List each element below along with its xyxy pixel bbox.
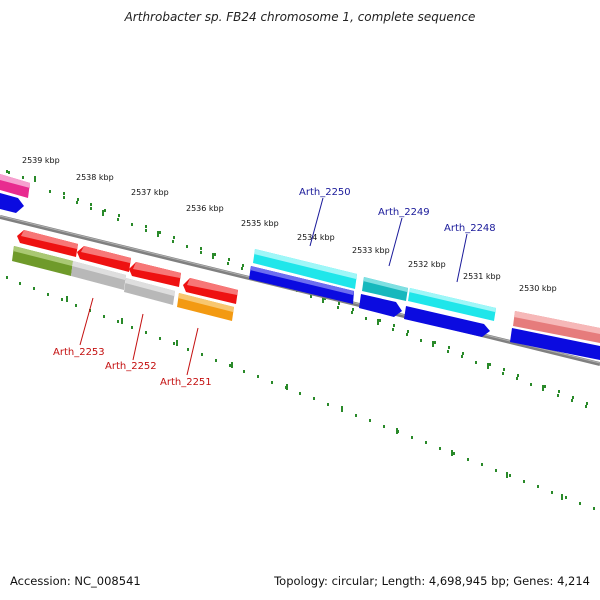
genes-plus-strand: [0, 174, 600, 360]
gene-label-arth-2251[interactable]: Arth_2251: [160, 377, 212, 388]
tick-track-lower: [6, 276, 595, 510]
tick-track-upper: [6, 170, 588, 405]
tick-label-2534: 2534 kbp: [297, 233, 335, 242]
gene-label-arth-2253[interactable]: Arth_2253: [53, 347, 105, 358]
kbp-tick-track: [34, 176, 587, 408]
tick-label-2532: 2532 kbp: [408, 260, 446, 269]
tick-label-2536: 2536 kbp: [186, 204, 224, 213]
tick-label-2537: 2537 kbp: [131, 188, 169, 197]
label-leaders: [79, 197, 468, 376]
tick-label-2531: 2531 kbp: [463, 272, 501, 281]
tick-label-2538: 2538 kbp: [76, 173, 114, 182]
gene-label-arth-2252[interactable]: Arth_2252: [105, 361, 157, 372]
upper-dots: [8, 171, 588, 405]
gene-label-arth-2248[interactable]: Arth_2248: [444, 223, 496, 234]
gene-label-arth-2250[interactable]: Arth_2250: [299, 187, 351, 198]
gene-blue-left[interactable]: [0, 193, 24, 213]
gene-arth-2249-blue[interactable]: [359, 294, 402, 317]
kbp-labels: 2539 kbp 2538 kbp 2537 kbp 2536 kbp 2535…: [22, 156, 557, 293]
gene-label-arth-2249[interactable]: Arth_2249: [378, 207, 430, 218]
kbp-dots: [6, 170, 8, 173]
topology-text: Topology: circular; Length: 4,698,945 bp…: [274, 574, 590, 588]
tick-label-2530: 2530 kbp: [519, 284, 557, 293]
genes-minus-strand: [12, 230, 238, 321]
accession-text: Accession: NC_008541: [10, 574, 141, 588]
gene-blue-right[interactable]: [510, 328, 600, 360]
tick-label-2535: 2535 kbp: [241, 219, 279, 228]
gene-arth-2248-blue[interactable]: [404, 306, 490, 337]
tick-label-2539: 2539 kbp: [22, 156, 60, 165]
tick-label-2533: 2533 kbp: [352, 246, 390, 255]
map-title: Arthrobacter sp. FB24 chromosome 1, comp…: [124, 10, 476, 24]
